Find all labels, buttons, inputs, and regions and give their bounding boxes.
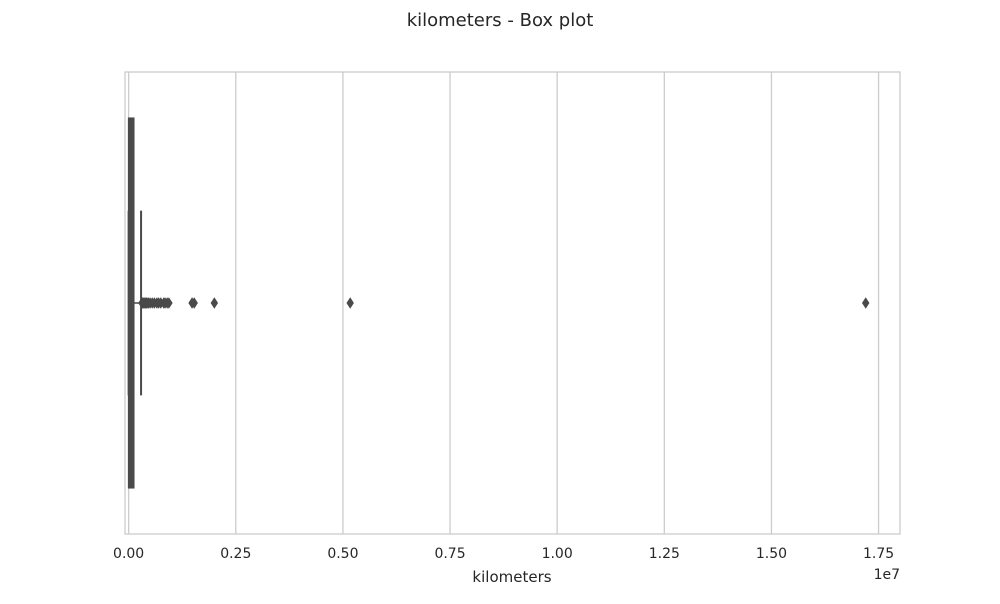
x-tick-label: 1.50 xyxy=(756,546,787,562)
x-tick-label: 0.75 xyxy=(434,546,465,562)
outlier-points xyxy=(138,297,870,309)
x-tick-label: 1.75 xyxy=(863,546,894,562)
x-tick-labels: 0.00 0.25 0.50 0.75 1.00 1.25 1.50 1.75 xyxy=(113,546,894,562)
x-tick-label: 0.25 xyxy=(220,546,251,562)
plot-frame xyxy=(124,71,901,535)
outlier-point xyxy=(165,297,173,309)
x-axis-multiplier: 1e7 xyxy=(874,567,900,583)
x-tick-label: 1.25 xyxy=(649,546,680,562)
outlier-point xyxy=(346,297,354,309)
outlier-point xyxy=(210,297,219,309)
x-tick-label: 1.00 xyxy=(542,546,573,562)
x-tick-label: 0.00 xyxy=(113,546,144,562)
outlier-point xyxy=(190,297,198,309)
chart-title: kilometers - Box plot xyxy=(407,10,594,31)
outlier-point xyxy=(862,297,870,309)
x-axis-label: kilometers xyxy=(472,568,551,586)
grid-lines xyxy=(127,72,880,534)
x-tick-label: 0.50 xyxy=(327,546,358,562)
